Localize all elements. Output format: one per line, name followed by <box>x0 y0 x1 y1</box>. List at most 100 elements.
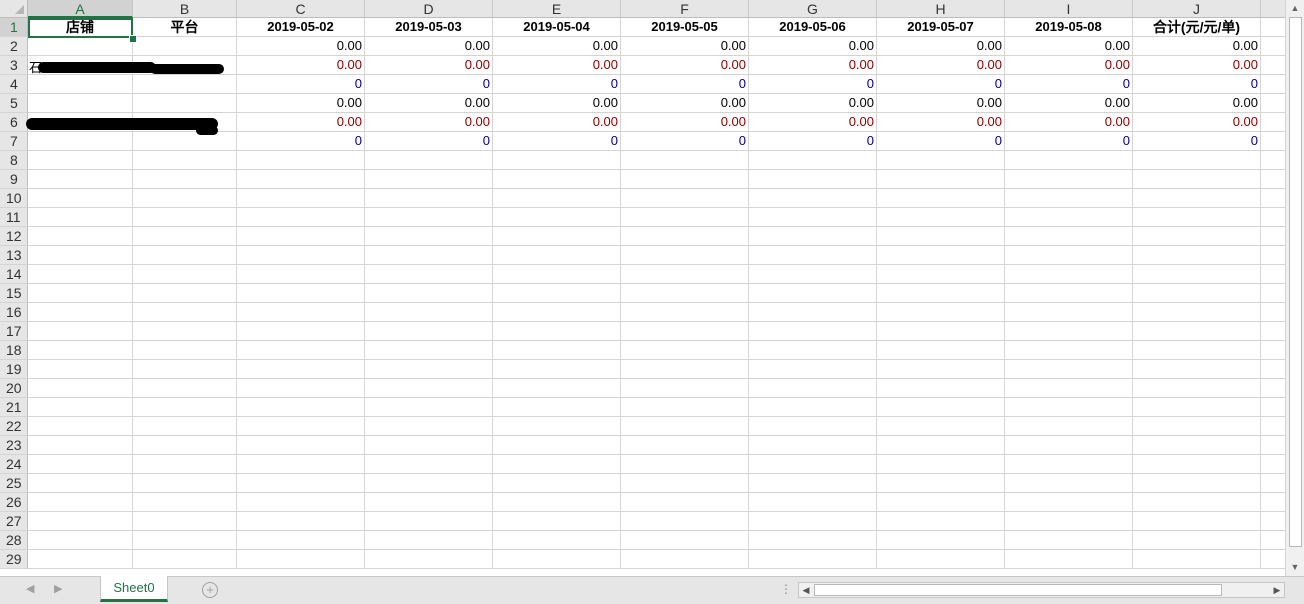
value-cell[interactable]: 0.00 <box>877 113 1005 132</box>
cell[interactable] <box>749 455 877 474</box>
column-header-e[interactable]: E <box>493 0 621 18</box>
cell[interactable] <box>493 417 621 436</box>
fill-handle[interactable] <box>129 35 137 43</box>
cell[interactable] <box>877 322 1005 341</box>
cell[interactable] <box>621 360 749 379</box>
cell[interactable] <box>1133 265 1261 284</box>
cell[interactable] <box>133 265 237 284</box>
cell[interactable] <box>621 322 749 341</box>
cell[interactable] <box>133 170 237 189</box>
value-cell[interactable]: 0.00 <box>877 56 1005 75</box>
cell[interactable] <box>493 493 621 512</box>
cell[interactable] <box>749 208 877 227</box>
cell[interactable] <box>621 398 749 417</box>
row-header-3[interactable]: 3 <box>0 56 28 75</box>
cell[interactable] <box>237 531 365 550</box>
cell[interactable] <box>365 493 493 512</box>
cell[interactable] <box>1005 474 1133 493</box>
cell[interactable] <box>365 550 493 569</box>
value-cell[interactable]: 0 <box>749 75 877 94</box>
cell[interactable] <box>1133 322 1261 341</box>
cell[interactable] <box>133 37 237 56</box>
value-cell[interactable]: 0 <box>365 75 493 94</box>
cell[interactable] <box>877 208 1005 227</box>
cell[interactable] <box>28 360 133 379</box>
cell[interactable] <box>1133 379 1261 398</box>
cell[interactable] <box>1261 265 1285 284</box>
value-cell[interactable]: 0.00 <box>493 94 621 113</box>
cell[interactable] <box>621 512 749 531</box>
cell[interactable] <box>877 474 1005 493</box>
cell[interactable] <box>237 208 365 227</box>
cell[interactable] <box>493 360 621 379</box>
value-cell[interactable]: 0.00 <box>493 113 621 132</box>
column-header-d[interactable]: D <box>365 0 493 18</box>
select-all-button[interactable] <box>0 0 28 18</box>
cell[interactable] <box>1261 550 1285 569</box>
row-header-25[interactable]: 25 <box>0 474 28 493</box>
value-cell[interactable]: 0 <box>621 132 749 151</box>
value-cell[interactable]: 0.00 <box>749 37 877 56</box>
cell[interactable] <box>1005 284 1133 303</box>
row-header-11[interactable]: 11 <box>0 208 28 227</box>
cell[interactable] <box>1261 75 1285 94</box>
value-cell[interactable]: 0.00 <box>365 56 493 75</box>
header-cell[interactable]: 2019-05-02 <box>237 18 365 37</box>
cell[interactable] <box>1261 18 1285 37</box>
cell[interactable] <box>877 379 1005 398</box>
cell[interactable] <box>365 436 493 455</box>
cell[interactable] <box>365 417 493 436</box>
cell[interactable] <box>28 398 133 417</box>
cell[interactable] <box>749 474 877 493</box>
cell[interactable] <box>749 360 877 379</box>
header-cell[interactable]: 2019-05-08 <box>1005 18 1133 37</box>
cell[interactable] <box>1005 512 1133 531</box>
cell[interactable] <box>1005 360 1133 379</box>
column-header-k[interactable] <box>1261 0 1285 18</box>
cell[interactable] <box>877 398 1005 417</box>
row-header-19[interactable]: 19 <box>0 360 28 379</box>
cell[interactable] <box>365 455 493 474</box>
cell[interactable] <box>28 75 133 94</box>
value-cell[interactable]: 0.00 <box>365 113 493 132</box>
cell[interactable] <box>133 132 237 151</box>
cell[interactable] <box>749 341 877 360</box>
cell[interactable] <box>1261 189 1285 208</box>
row-header-12[interactable]: 12 <box>0 227 28 246</box>
cell[interactable] <box>621 531 749 550</box>
tab-split-handle-icon[interactable]: ⋮ <box>780 582 792 596</box>
header-cell[interactable]: 2019-05-07 <box>877 18 1005 37</box>
cell[interactable] <box>1005 417 1133 436</box>
header-cell[interactable]: 2019-05-06 <box>749 18 877 37</box>
cell[interactable] <box>237 284 365 303</box>
column-header-c[interactable]: C <box>237 0 365 18</box>
cell[interactable] <box>1005 322 1133 341</box>
cell[interactable] <box>133 75 237 94</box>
cell[interactable] <box>237 455 365 474</box>
vertical-scrollbar[interactable]: ▲ ▼ <box>1285 0 1304 576</box>
cell[interactable] <box>1005 550 1133 569</box>
cell[interactable] <box>1133 303 1261 322</box>
row-header-13[interactable]: 13 <box>0 246 28 265</box>
value-cell[interactable]: 0 <box>1005 132 1133 151</box>
value-cell[interactable]: 0 <box>237 132 365 151</box>
cell[interactable] <box>28 303 133 322</box>
row-header-16[interactable]: 16 <box>0 303 28 322</box>
cell[interactable] <box>621 227 749 246</box>
value-cell[interactable]: 0.00 <box>237 113 365 132</box>
cell[interactable] <box>749 550 877 569</box>
cell[interactable] <box>493 512 621 531</box>
cell[interactable] <box>877 493 1005 512</box>
cell[interactable] <box>133 550 237 569</box>
cell[interactable] <box>237 246 365 265</box>
cell[interactable] <box>28 417 133 436</box>
cell[interactable] <box>621 265 749 284</box>
value-cell[interactable]: 0.00 <box>493 56 621 75</box>
cell[interactable] <box>28 151 133 170</box>
cell[interactable] <box>365 512 493 531</box>
cell[interactable] <box>133 113 237 132</box>
header-cell[interactable]: 2019-05-05 <box>621 18 749 37</box>
cell[interactable] <box>133 531 237 550</box>
cell[interactable] <box>28 550 133 569</box>
cell[interactable] <box>877 531 1005 550</box>
